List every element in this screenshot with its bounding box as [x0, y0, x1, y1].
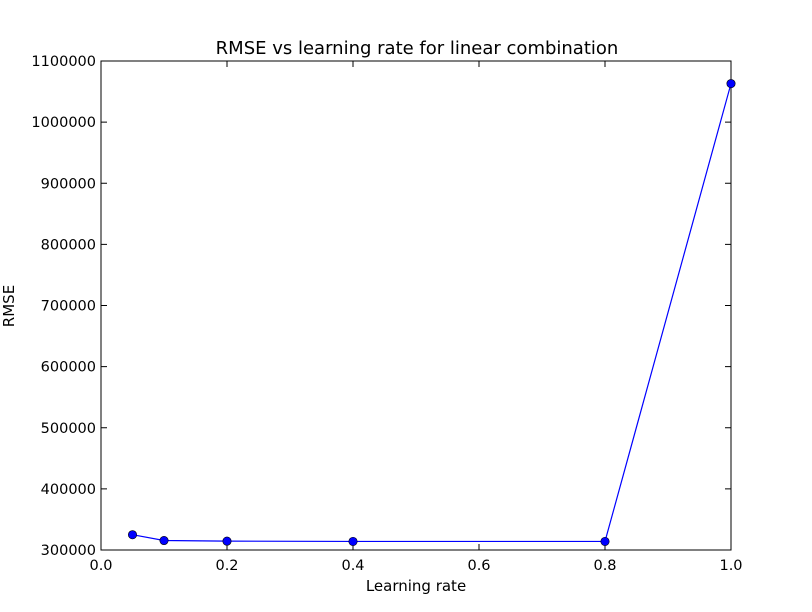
y-tick-label: 300000	[41, 543, 96, 559]
y-tick-label: 900000	[41, 176, 96, 192]
y-tick-label: 500000	[41, 421, 96, 437]
data-point	[159, 536, 169, 546]
data-point	[600, 536, 610, 546]
x-axis: 0.0 0.2 0.4 0.6 0.8 1.0	[89, 61, 743, 574]
x-tick-label: 0.0	[89, 558, 112, 574]
y-tick-label: 1000000	[31, 115, 96, 131]
data-point	[726, 79, 736, 89]
data-point	[128, 530, 138, 540]
y-tick-label: 700000	[41, 299, 96, 315]
data-point	[222, 536, 232, 546]
series-layer	[128, 79, 736, 546]
x-tick-label: 0.2	[215, 558, 238, 574]
y-axis-label: RMSE	[0, 285, 18, 327]
x-tick-label: 1.0	[719, 558, 742, 574]
y-tick-label: 800000	[41, 237, 96, 253]
data-point	[348, 536, 358, 546]
y-axis: 300000 400000 500000 600000 700000 800000 9000…	[31, 54, 731, 559]
x-tick-label: 0.6	[467, 558, 490, 574]
y-tick-label: 1100000	[31, 54, 96, 70]
y-tick-label: 400000	[41, 482, 96, 498]
x-tick-label: 0.4	[341, 558, 364, 574]
x-axis-label: Learning rate	[366, 577, 466, 595]
chart-title: RMSE vs learning rate for linear combina…	[216, 38, 619, 59]
series-line	[132, 83, 732, 543]
y-tick-label: 600000	[41, 360, 96, 376]
plot-area-frame	[100, 60, 732, 551]
x-tick-label: 0.8	[593, 558, 616, 574]
